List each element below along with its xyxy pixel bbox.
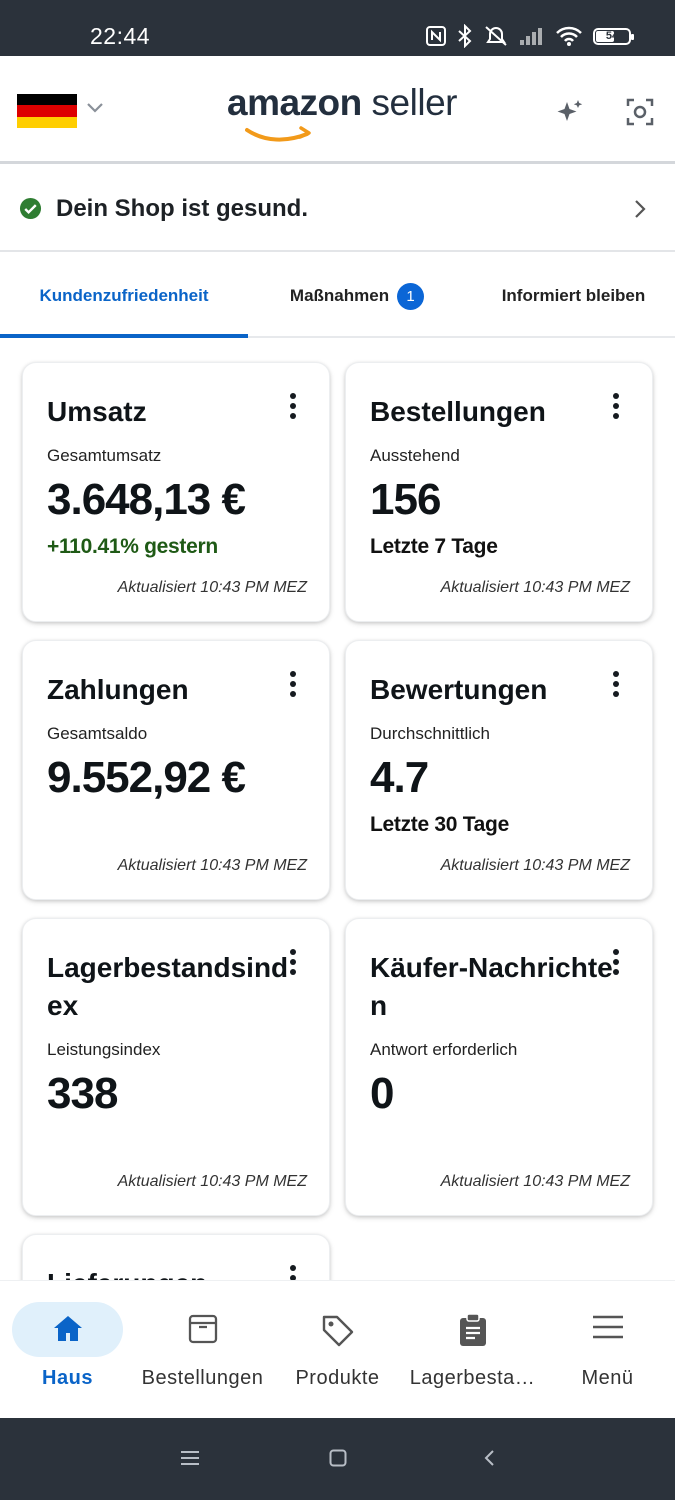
wifi-icon bbox=[556, 26, 582, 46]
more-options-icon[interactable] bbox=[289, 949, 297, 979]
system-navigation-bar bbox=[0, 1418, 675, 1500]
tab-label: Maßnahmen bbox=[289, 286, 390, 305]
home-button-icon[interactable] bbox=[329, 1449, 347, 1467]
battery-level: 54 bbox=[605, 30, 619, 42]
tab-indicator bbox=[0, 334, 248, 338]
chevron-down-icon[interactable] bbox=[86, 102, 104, 114]
more-options-icon[interactable] bbox=[289, 393, 297, 423]
bottom-navigation: Haus Bestellungen Produkte Lagerbesta… M… bbox=[0, 1280, 675, 1418]
card-updated: Aktualisiert 10:43 PM MEZ bbox=[117, 857, 307, 874]
card-meta: Letzte 30 Tage bbox=[370, 813, 509, 836]
signal-icon bbox=[520, 28, 542, 45]
card-title: Zahlungen bbox=[47, 674, 189, 705]
card-updated: Aktualisiert 10:43 PM MEZ bbox=[117, 579, 307, 596]
card-title: Umsatz bbox=[47, 396, 147, 427]
nav-label: Bestellungen bbox=[141, 1367, 264, 1389]
dashboard-content: Umsatz Gesamtumsatz 3.648,13 € +110.41% … bbox=[0, 340, 675, 1280]
card-subtitle: Ausstehend bbox=[370, 446, 460, 465]
tag-icon bbox=[322, 1315, 353, 1347]
tab-badge: 1 bbox=[397, 282, 425, 310]
card-updated: Aktualisiert 10:43 PM MEZ bbox=[440, 857, 630, 874]
card-orders[interactable]: Bestellungen Ausstehend 156 Letzte 7 Tag… bbox=[345, 362, 653, 622]
check-circle-icon bbox=[19, 197, 42, 220]
card-subtitle: Durchschnittlich bbox=[370, 724, 490, 743]
back-icon[interactable] bbox=[482, 1449, 496, 1467]
nav-home[interactable]: Haus bbox=[0, 1281, 135, 1419]
status-time: 22:44 bbox=[90, 23, 151, 49]
logo-brand: amazon bbox=[227, 82, 362, 123]
shop-health-text: Dein Shop ist gesund. bbox=[56, 194, 309, 222]
more-options-icon[interactable] bbox=[289, 1265, 297, 1280]
hamburger-icon bbox=[592, 1315, 623, 1339]
tab-kundenzufriedenheit[interactable]: Kundenzufriedenheit bbox=[0, 254, 248, 338]
card-sales[interactable]: Umsatz Gesamtumsatz 3.648,13 € +110.41% … bbox=[22, 362, 330, 622]
nav-inventory[interactable]: Lagerbesta… bbox=[405, 1281, 540, 1419]
logo-product: seller bbox=[371, 82, 458, 123]
more-options-icon[interactable] bbox=[612, 393, 620, 423]
shop-health-row[interactable]: Dein Shop ist gesund. bbox=[0, 167, 675, 252]
card-payments[interactable]: Zahlungen Gesamtsaldo 9.552,92 € Aktuali… bbox=[22, 640, 330, 900]
card-updated: Aktualisiert 10:43 PM MEZ bbox=[440, 579, 630, 596]
nav-label: Lagerbesta… bbox=[409, 1367, 536, 1389]
nav-menu[interactable]: Menü bbox=[540, 1281, 675, 1419]
chevron-right-icon bbox=[635, 200, 646, 218]
card-value: 4.7 bbox=[370, 753, 429, 802]
de-flag-icon[interactable] bbox=[17, 94, 77, 128]
nav-label: Produkte bbox=[295, 1367, 380, 1389]
nav-orders[interactable]: Bestellungen bbox=[135, 1281, 270, 1419]
amazon-smile-icon bbox=[245, 126, 311, 142]
card-deliveries[interactable]: Lieferungen bbox=[22, 1234, 330, 1280]
card-subtitle: Gesamtsaldo bbox=[47, 724, 148, 743]
card-value: 338 bbox=[47, 1069, 118, 1118]
card-updated: Aktualisiert 10:43 PM MEZ bbox=[117, 1173, 307, 1190]
more-options-icon[interactable] bbox=[612, 949, 620, 979]
sparkle-icon[interactable] bbox=[554, 96, 586, 128]
card-inventory[interactable]: Lagerbestandsindex Leistungsindex 338 Ak… bbox=[22, 918, 330, 1216]
card-subtitle: Leistungsindex bbox=[47, 1040, 161, 1059]
recent-apps-icon[interactable] bbox=[180, 1449, 200, 1467]
card-ratings[interactable]: Bewertungen Durchschnittlich 4.7 Letzte … bbox=[345, 640, 653, 900]
card-updated: Aktualisiert 10:43 PM MEZ bbox=[440, 1173, 630, 1190]
tab-label: Kundenzufriedenheit bbox=[39, 286, 209, 305]
card-value: 156 bbox=[370, 475, 441, 524]
card-value: 3.648,13 € bbox=[47, 475, 246, 524]
card-value: 0 bbox=[370, 1069, 395, 1118]
card-subtitle: Antwort erforderlich bbox=[370, 1040, 518, 1059]
more-options-icon[interactable] bbox=[612, 671, 620, 701]
card-title: Bestellungen bbox=[370, 396, 546, 427]
clipboard-icon bbox=[459, 1313, 486, 1346]
card-title: Lagerbestandsindex bbox=[47, 952, 289, 1021]
nav-label: Menü bbox=[581, 1367, 634, 1389]
home-icon bbox=[53, 1316, 82, 1341]
card-title: Bewertungen bbox=[370, 674, 548, 705]
tab-massnahmen[interactable]: Maßnahmen 1 bbox=[248, 254, 466, 338]
card-meta: Letzte 7 Tage bbox=[370, 535, 498, 558]
more-options-icon[interactable] bbox=[289, 671, 297, 701]
card-title: Lieferungen bbox=[47, 1265, 297, 1280]
scan-icon[interactable] bbox=[624, 96, 656, 128]
app-header: amazon seller bbox=[0, 56, 675, 164]
nav-products[interactable]: Produkte bbox=[270, 1281, 405, 1419]
status-icons: 54 bbox=[425, 24, 634, 48]
nav-label: Haus bbox=[42, 1367, 93, 1389]
amazon-seller-logo: amazon seller bbox=[227, 82, 457, 142]
card-title: Käufer-Nachrichten bbox=[370, 952, 613, 1021]
tab-label: Informiert bleiben bbox=[501, 286, 646, 305]
tab-informiert-bleiben[interactable]: Informiert bleiben bbox=[472, 254, 675, 338]
nfc-icon bbox=[426, 26, 446, 46]
status-bar: 22:44 54 bbox=[0, 0, 675, 56]
bluetooth-icon bbox=[458, 24, 472, 48]
mute-icon bbox=[485, 26, 507, 46]
card-buyer-messages[interactable]: Käufer-Nachrichten Antwort erforderlich … bbox=[345, 918, 653, 1216]
card-value: 9.552,92 € bbox=[47, 753, 246, 802]
box-icon bbox=[188, 1314, 217, 1344]
card-subtitle: Gesamtumsatz bbox=[47, 446, 162, 465]
tab-bar: Kundenzufriedenheit Maßnahmen 1 Informie… bbox=[0, 254, 675, 338]
card-meta: +110.41% gestern bbox=[47, 535, 218, 558]
battery-icon: 54 bbox=[593, 27, 634, 45]
